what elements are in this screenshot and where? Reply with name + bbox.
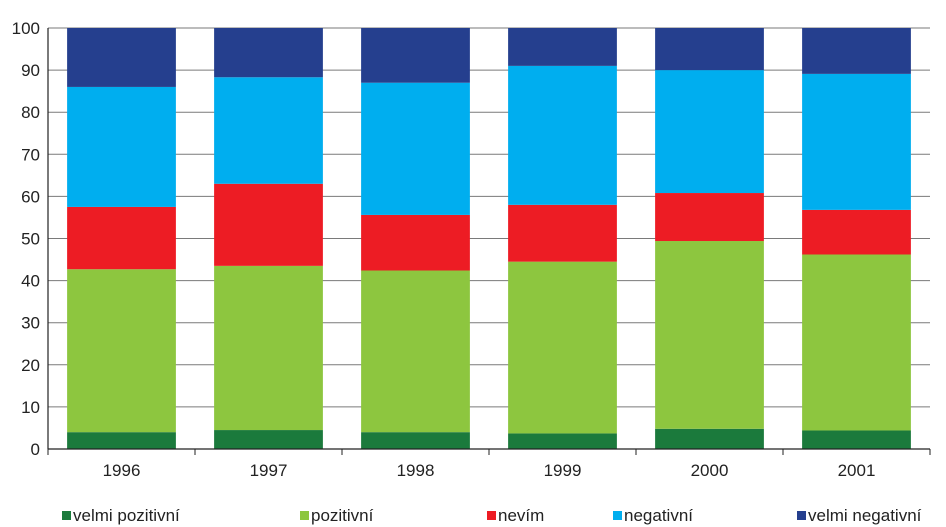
bar-segment-velmi-negativní-1999 xyxy=(508,28,617,66)
y-tick-label: 70 xyxy=(21,145,40,164)
y-tick-label: 40 xyxy=(21,272,40,291)
legend-swatch xyxy=(300,511,309,520)
bar-segment-velmi-pozitivní-1997 xyxy=(214,430,323,449)
bar-segment-velmi-negativní-2001 xyxy=(802,28,911,74)
bar-segment-velmi-pozitivní-1996 xyxy=(67,432,176,449)
bar-segment-negativní-2001 xyxy=(802,73,911,210)
bar-segment-nevím-1998 xyxy=(361,214,470,271)
x-tick-label: 1997 xyxy=(250,461,288,480)
y-tick-label: 80 xyxy=(21,103,40,122)
x-tick-label: 1996 xyxy=(103,461,141,480)
legend-swatch xyxy=(613,511,622,520)
bar-segment-velmi-negativní-1996 xyxy=(67,28,176,87)
bar-segment-velmi-pozitivní-2001 xyxy=(802,430,911,449)
legend-item-pozitivní: pozitivní xyxy=(300,506,374,525)
y-tick-label: 50 xyxy=(21,230,40,249)
legend-item-velmi-negativní: velmi negativní xyxy=(797,506,922,525)
bars xyxy=(67,28,911,449)
y-tick-label: 30 xyxy=(21,314,40,333)
bar-segment-negativní-2000 xyxy=(655,70,764,194)
bar-segment-nevím-1997 xyxy=(214,183,323,266)
legend-item-negativní: negativní xyxy=(613,506,693,525)
legend: velmi pozitivní pozitivní nevím negativní ve… xyxy=(62,506,922,525)
bar-segment-negativní-1999 xyxy=(508,65,617,205)
bar-segment-pozitivní-1997 xyxy=(214,265,323,431)
bar-segment-velmi-negativní-1997 xyxy=(214,28,323,78)
y-tick-label: 60 xyxy=(21,187,40,206)
bar-segment-pozitivní-1996 xyxy=(67,269,176,433)
legend-swatch xyxy=(797,511,806,520)
legend-label: nevím xyxy=(498,506,544,525)
bar-segment-pozitivní-2000 xyxy=(655,241,764,429)
bar-segment-nevím-2001 xyxy=(802,209,911,255)
bar-segment-pozitivní-1999 xyxy=(508,261,617,434)
y-tick-label: 100 xyxy=(12,19,40,38)
x-axis: 1996 1997 1998 1999 2000 2001 xyxy=(47,448,931,480)
legend-label: velmi negativní xyxy=(808,506,922,525)
legend-label: pozitivní xyxy=(311,506,374,525)
bar-segment-pozitivní-2001 xyxy=(802,254,911,431)
legend-item-nevím: nevím xyxy=(487,506,544,525)
bar-segment-nevím-2000 xyxy=(655,193,764,242)
x-tick-label: 2000 xyxy=(691,461,729,480)
gridlines xyxy=(48,27,930,408)
legend-label: negativní xyxy=(624,506,693,525)
bar-segment-velmi-negativní-1998 xyxy=(361,28,470,83)
bar-segment-negativní-1998 xyxy=(361,82,470,215)
bar-segment-nevím-1996 xyxy=(67,206,176,270)
bar-segment-pozitivní-1998 xyxy=(361,270,470,433)
y-axis: 0 10 20 30 40 50 60 70 80 90 100 xyxy=(12,19,49,459)
bar-segment-velmi-pozitivní-1998 xyxy=(361,432,470,449)
legend-item-velmi-pozitivní: velmi pozitivní xyxy=(62,506,180,525)
y-tick-label: 20 xyxy=(21,356,40,375)
bar-segment-velmi-negativní-2000 xyxy=(655,28,764,71)
y-tick-label: 0 xyxy=(31,440,40,459)
bar-segment-negativní-1997 xyxy=(214,77,323,184)
x-tick-label: 1999 xyxy=(544,461,582,480)
y-tick-label: 10 xyxy=(21,398,40,417)
legend-swatch xyxy=(487,511,496,520)
bar-segment-velmi-pozitivní-2000 xyxy=(655,428,764,449)
x-tick-label: 1998 xyxy=(397,461,435,480)
bar-segment-negativní-1996 xyxy=(67,86,176,207)
x-tick-label: 2001 xyxy=(838,461,876,480)
legend-swatch xyxy=(62,511,71,520)
bar-segment-velmi-pozitivní-1999 xyxy=(508,433,617,449)
bar-segment-nevím-1999 xyxy=(508,204,617,262)
legend-label: velmi pozitivní xyxy=(73,506,180,525)
y-tick-label: 90 xyxy=(21,61,40,80)
